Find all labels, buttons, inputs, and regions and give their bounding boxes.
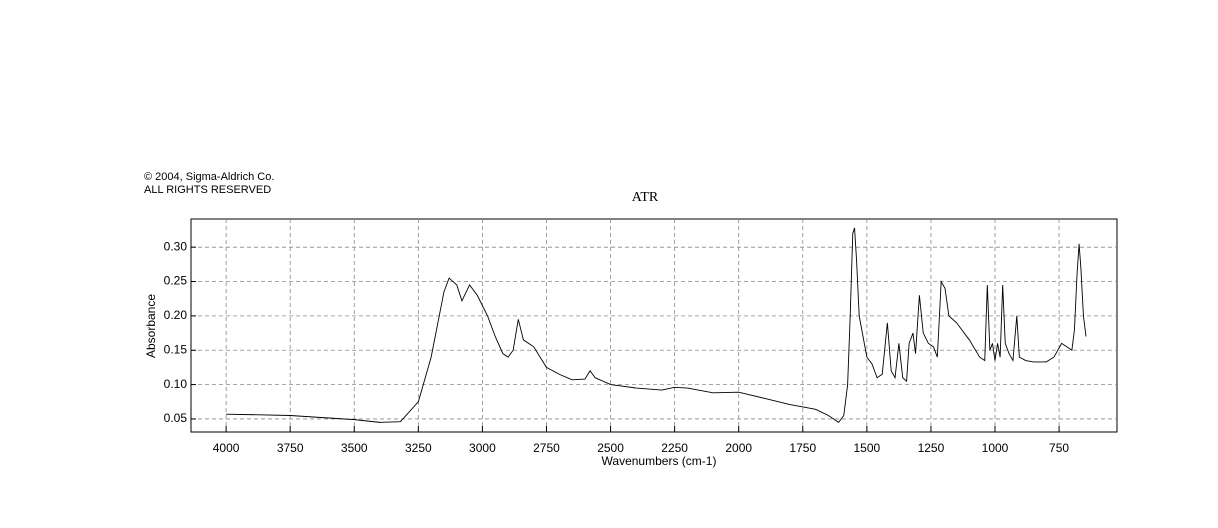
x-tick-label: 750	[1049, 441, 1069, 455]
copyright: ALL RIGHTS RESERVED	[144, 184, 271, 196]
x-tick-label: 1500	[854, 441, 881, 455]
x-tick-label: 1000	[982, 441, 1009, 455]
x-tick-label: 1250	[918, 441, 945, 455]
y-tick-label: 0.15	[164, 342, 188, 356]
copyright: © 2004, Sigma-Aldrich Co.	[144, 171, 274, 183]
x-axis-label: Wavenumbers (cm-1)	[602, 454, 717, 468]
y-tick-label: 0.20	[164, 308, 188, 322]
x-tick-label: 3000	[469, 441, 496, 455]
x-tick-label: 3500	[341, 441, 368, 455]
y-tick-label: 0.10	[164, 377, 188, 391]
x-tick-label: 2750	[533, 441, 560, 455]
x-tick-label: 1750	[789, 441, 816, 455]
y-tick-label: 0.30	[164, 239, 188, 253]
y-axis-label: Absorbance	[144, 294, 158, 358]
x-tick-label: 2500	[597, 441, 624, 455]
y-tick-label: 0.05	[164, 411, 188, 425]
x-tick-label: 2000	[725, 441, 752, 455]
x-tick-label: 4000	[213, 441, 240, 455]
spectrum-line	[226, 227, 1087, 423]
x-tick-label: 3250	[405, 441, 432, 455]
chart-title: ATR	[632, 190, 659, 205]
y-tick-label: 0.25	[164, 274, 188, 288]
plot-frame	[190, 218, 1118, 433]
x-tick-label: 3750	[277, 441, 304, 455]
x-tick-label: 2250	[661, 441, 688, 455]
